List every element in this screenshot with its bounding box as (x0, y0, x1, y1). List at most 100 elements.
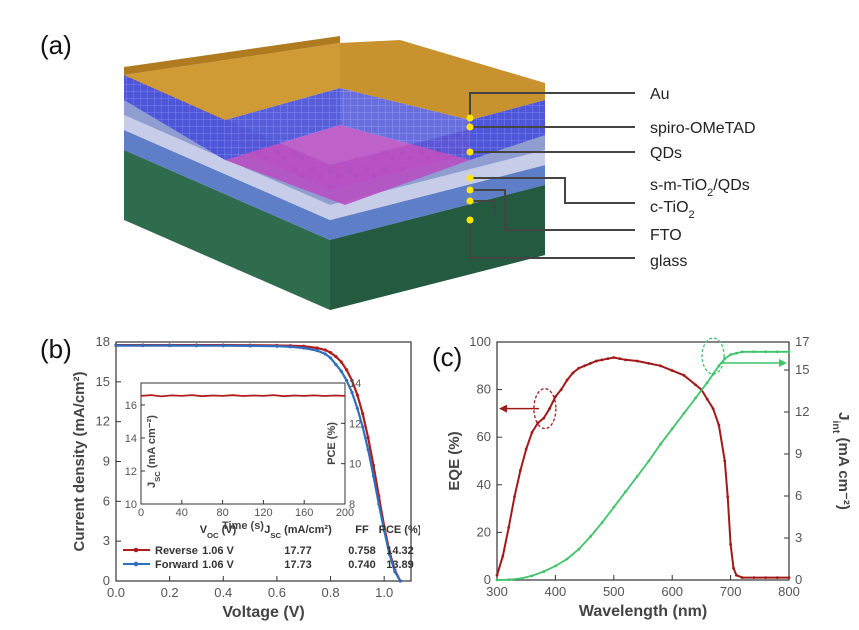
label-au: Au (650, 86, 670, 103)
jv-y-tick-label: 6 (103, 493, 110, 508)
jv-x-tick-label: 0.2 (161, 585, 179, 600)
eqe-point (635, 359, 639, 363)
table-cell-jsc: 17.73 (284, 559, 312, 571)
inset-y-tick-label: 16 (125, 400, 137, 412)
jv-point (366, 436, 370, 440)
jint-annotation-ellipse (701, 337, 725, 375)
inset-y2-tick-label: 10 (349, 459, 361, 471)
jv-y-tick-label: 9 (103, 454, 110, 469)
table-row-label: Reverse (155, 545, 198, 557)
jint-point (752, 350, 756, 354)
eqe-point (577, 366, 581, 370)
jint-point (787, 350, 791, 354)
table-cell-pce: 14.32 (386, 545, 414, 557)
eqe-y-label: EQE (%) (446, 431, 463, 490)
jv-point (350, 378, 354, 383)
jv-point (328, 356, 333, 360)
jint-point (740, 350, 744, 354)
inset-x-tick-label: 120 (254, 507, 272, 519)
inset-y-tick-label: 10 (125, 499, 137, 511)
jv-point (194, 344, 199, 348)
panel-c-label: (c) (432, 342, 463, 372)
eqe-point (717, 423, 721, 427)
jv-point (355, 393, 359, 397)
eqe-x-tick-label: 500 (603, 584, 625, 599)
eqe-point (764, 576, 768, 580)
jint-point (670, 427, 674, 431)
jv-x-label: Voltage (V) (222, 604, 304, 621)
eqe-y2-tick-label: 6 (795, 488, 802, 503)
jv-chart: 0.0 0.2 0.4 0.6 0.8 1.0 0 3 6 9 12 15 18 Voltage (V) C… (71, 334, 420, 621)
eqe-x-label: Wavelength (nm) (579, 603, 707, 620)
jv-y-tick-label: 3 (103, 533, 110, 548)
layer-spiro (124, 75, 545, 160)
jv-point (398, 579, 402, 583)
eqe-point (606, 357, 610, 361)
table-header-jsc: JSC (mA/cm²) (264, 524, 332, 540)
jint-point (530, 574, 534, 578)
eqe-y2-tick-label: 9 (795, 446, 802, 461)
eqe-x-tick-label: 700 (720, 584, 742, 599)
layer-glass (124, 150, 545, 310)
jint-point (705, 381, 709, 384)
eqe-point (571, 371, 575, 375)
eqe-x-tick-label: 400 (545, 584, 567, 599)
jv-point (141, 343, 145, 348)
table-header-voc: VOC (V) (200, 524, 237, 540)
eqe-x-tick-label: 600 (661, 584, 683, 599)
label-qds: QDs (650, 145, 682, 162)
inset-x-tick-label: 40 (176, 507, 188, 519)
eqe-point (775, 576, 779, 580)
jv-point (361, 425, 365, 429)
eqe-point (726, 495, 730, 499)
jint-point (577, 547, 581, 551)
table-cell-ff: 0.758 (348, 545, 376, 557)
table-header-pce: PCE (%) (379, 524, 420, 536)
eqe-point (565, 378, 569, 382)
eqe-point (659, 364, 662, 368)
panel-b-label: (b) (40, 334, 72, 364)
jv-point (339, 360, 343, 364)
jv-y-tick-label: 0 (103, 573, 110, 588)
inset-y2-tick-label: 8 (349, 499, 355, 511)
eqe-point (530, 431, 534, 434)
table-cell-voc: 1.06 V (202, 545, 234, 557)
eqe-x-tick-label: 300 (486, 584, 508, 599)
jv-y-tick-label: 12 (96, 414, 110, 429)
layer-leaders (469, 92, 635, 259)
eqe-y-tick-label: 100 (469, 334, 491, 349)
jv-point (393, 570, 397, 574)
label-mesoporous: s-m-TiO2/QDs (650, 177, 750, 199)
eqe-point (542, 416, 546, 420)
jv-y-tick-label: 15 (96, 374, 110, 389)
eqe-y-tick-label: 60 (477, 429, 491, 444)
eqe-y-tick-label: 0 (484, 572, 491, 587)
eqe-point (723, 459, 727, 463)
table-legend-marker (133, 561, 139, 567)
jv-point (345, 378, 349, 383)
jint-point (647, 459, 651, 463)
jv-point (315, 346, 319, 350)
inset-x-label: Time (s) (222, 520, 264, 532)
jint-point (659, 442, 662, 446)
jv-point (323, 348, 327, 352)
eqe-point (624, 358, 627, 362)
eqe-point (495, 573, 499, 577)
label-c-tio2: c-TiO2 (650, 199, 695, 221)
jv-point (221, 344, 225, 348)
jint-point (682, 412, 686, 415)
jv-point (334, 362, 338, 367)
jv-point (377, 502, 381, 506)
jint-point (729, 353, 732, 356)
eqe-point (513, 495, 516, 499)
eqe-annotation-arrowhead (499, 404, 507, 413)
jv-point (371, 474, 376, 478)
label-fto: FTO (650, 227, 682, 244)
table-cell-pce: 13.89 (386, 559, 414, 571)
jint-point (612, 505, 616, 509)
eqe-point (554, 395, 557, 399)
eqe-point (589, 362, 592, 365)
jv-point (302, 346, 306, 350)
eqe-point (518, 469, 522, 472)
eqe-y2-tick-label: 12 (795, 404, 809, 419)
